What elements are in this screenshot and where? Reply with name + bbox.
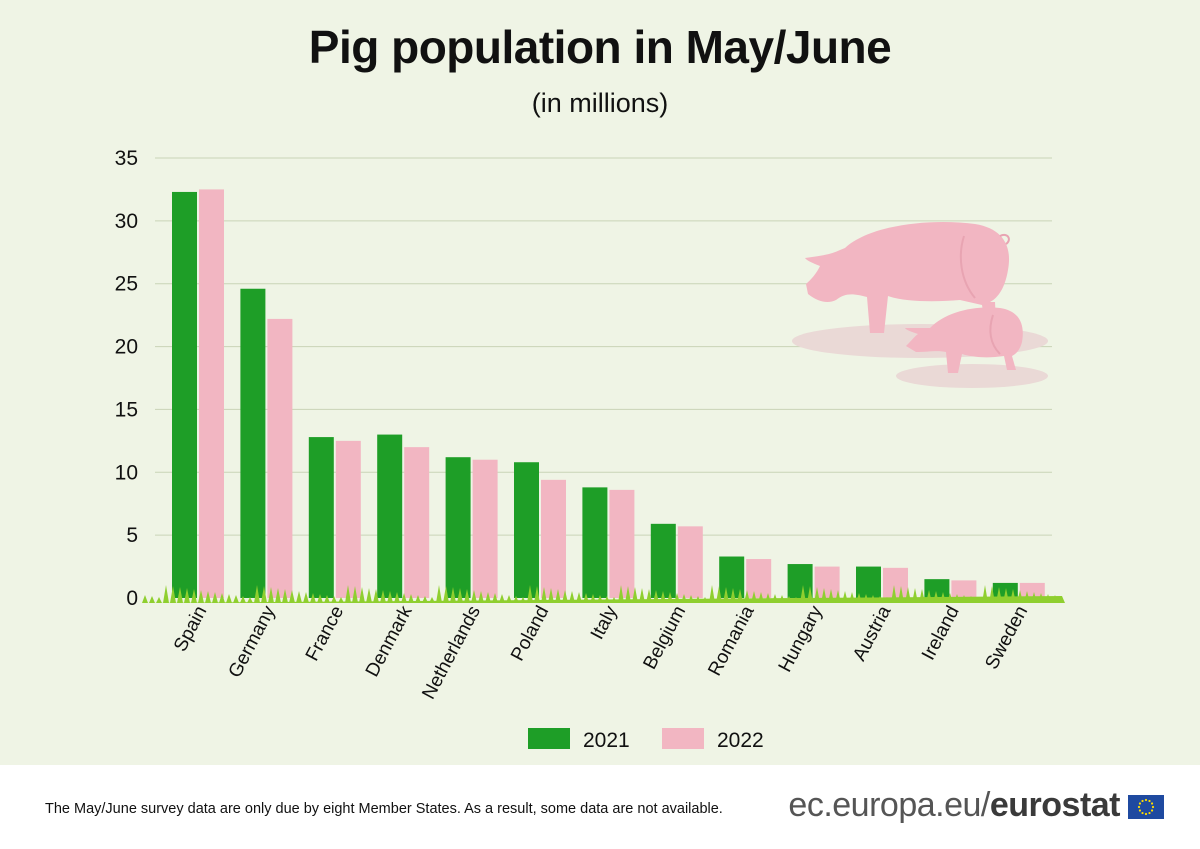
chart-title: Pig population in May/June bbox=[308, 21, 892, 73]
eurostat-brand[interactable]: ec.europa.eu/eurostat bbox=[788, 786, 1120, 825]
x-tick-label: Ireland bbox=[918, 602, 964, 663]
bar bbox=[582, 487, 608, 598]
x-tick-label: Belgium bbox=[639, 602, 690, 672]
bar bbox=[650, 523, 676, 598]
y-tick-label: 25 bbox=[115, 273, 138, 296]
bar bbox=[1019, 582, 1045, 598]
x-tick-label: Sweden bbox=[981, 602, 1032, 672]
bar bbox=[677, 526, 703, 598]
y-tick-label: 35 bbox=[115, 147, 138, 170]
grass-decoration bbox=[142, 585, 1065, 603]
legend-label: 2021 bbox=[583, 729, 630, 752]
footnote: The May/June survey data are only due by… bbox=[45, 801, 723, 817]
legend-swatch bbox=[528, 728, 570, 749]
y-tick-label: 10 bbox=[115, 461, 138, 484]
x-tick-label: Germany bbox=[225, 602, 280, 681]
legend-label: 2022 bbox=[717, 729, 764, 752]
y-tick-label: 30 bbox=[115, 210, 138, 233]
x-tick-label: Italy bbox=[587, 602, 622, 643]
bar bbox=[267, 318, 293, 598]
bars bbox=[172, 189, 1045, 598]
bar bbox=[404, 447, 430, 598]
bar bbox=[308, 437, 334, 598]
x-tick-label: Hungary bbox=[775, 602, 827, 676]
x-tick-label: Poland bbox=[507, 602, 553, 664]
chart-subtitle: (in millions) bbox=[531, 88, 669, 118]
y-tick-label: 0 bbox=[126, 587, 138, 610]
bar bbox=[883, 567, 908, 598]
bar bbox=[609, 489, 635, 598]
brand-name: eurostat bbox=[989, 786, 1121, 824]
bar bbox=[445, 457, 471, 598]
bar bbox=[856, 566, 881, 598]
legend: 2021 2022 bbox=[528, 728, 764, 752]
bar bbox=[240, 288, 266, 598]
x-axis-labels: Spain Germany France Denmark Netherlands Pola… bbox=[170, 602, 1032, 703]
bar bbox=[541, 479, 566, 598]
x-tick-label: Netherlands bbox=[418, 602, 485, 702]
bar bbox=[951, 580, 977, 598]
x-tick-label: Denmark bbox=[362, 602, 417, 680]
bar bbox=[746, 559, 772, 598]
bar-chart: 0 5 10 15 20 25 30 35 Spain Germany France Denmark… bbox=[115, 147, 1065, 752]
pig-illustration bbox=[792, 221, 1048, 388]
legend-swatch bbox=[662, 728, 704, 749]
bar bbox=[787, 564, 813, 598]
bar bbox=[377, 434, 403, 598]
bar bbox=[172, 191, 197, 598]
x-tick-label: Austria bbox=[849, 602, 896, 664]
bar bbox=[472, 459, 498, 598]
y-axis-ticks: 0 5 10 15 20 25 30 35 bbox=[115, 147, 138, 610]
y-tick-label: 5 bbox=[126, 524, 138, 547]
x-tick-label: Spain bbox=[170, 602, 211, 655]
eu-flag-logo bbox=[1128, 795, 1164, 819]
bar bbox=[199, 189, 224, 598]
brand-domain: ec.europa.eu/ bbox=[788, 786, 990, 824]
bar bbox=[814, 566, 840, 598]
bar bbox=[335, 440, 361, 598]
bar bbox=[514, 462, 539, 598]
x-tick-label: France bbox=[302, 602, 348, 664]
x-tick-label: Romania bbox=[704, 602, 758, 679]
y-tick-label: 15 bbox=[115, 398, 138, 421]
y-tick-label: 20 bbox=[115, 336, 138, 359]
